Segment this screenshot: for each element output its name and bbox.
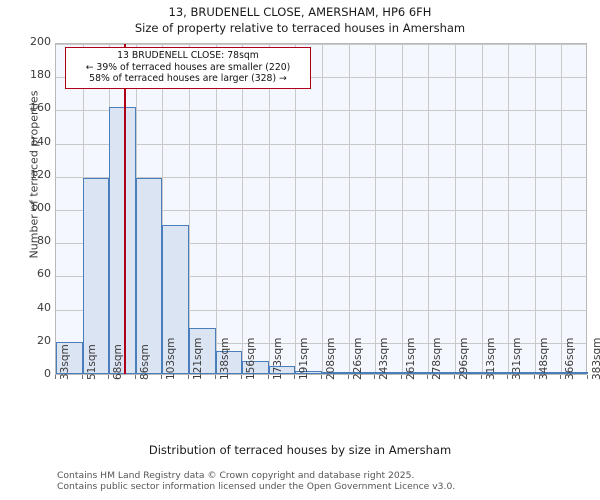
x-tick-label: 313sqm	[484, 337, 497, 380]
y-tick-label: 160	[30, 101, 51, 115]
chart-subtitle: Size of property relative to terraced ho…	[134, 21, 466, 35]
x-tick-label: 68sqm	[112, 344, 125, 380]
x-tick-label: 296sqm	[458, 337, 470, 380]
x-tick-label: 331sqm	[511, 337, 524, 380]
histogram-bar	[428, 372, 455, 374]
y-tick-label: 120	[30, 167, 51, 181]
x-tick-mark	[454, 375, 455, 379]
x-tick-label: 33sqm	[59, 344, 71, 380]
x-tick-label: 366sqm	[564, 337, 577, 380]
x-tick-mark	[533, 375, 535, 379]
y-tick-label: 40	[37, 300, 51, 314]
x-tick-mark	[427, 375, 429, 379]
x-tick-label: 103sqm	[165, 337, 178, 380]
x-tick-mark	[480, 375, 482, 379]
property-marker-line	[124, 44, 127, 374]
plot-area	[55, 43, 588, 375]
histogram-bar	[534, 372, 562, 374]
histogram-bar	[322, 372, 349, 374]
histogram-bar	[189, 327, 216, 374]
x-tick-mark	[507, 375, 509, 379]
histogram-bar	[561, 372, 588, 374]
histogram-bar	[268, 365, 296, 374]
x-tick-label: 261sqm	[404, 337, 417, 380]
x-tick-label: 278sqm	[431, 337, 444, 380]
page-title: 13, BRUDENELL CLOSE, AMERSHAM, HP6 6FH	[168, 5, 432, 19]
histogram-bar	[162, 224, 189, 374]
y-axis-tick-labels: 0 20 40 60 80 100 120 140 160 180 200	[0, 0, 51, 500]
footer-line-2: Contains public sector information licen…	[57, 481, 456, 492]
histogram-bars	[56, 44, 588, 374]
histogram-bar	[242, 360, 269, 374]
x-tick-mark	[134, 375, 136, 379]
x-tick-mark	[108, 375, 110, 379]
annotation-line-2: ← 39% of terraced houses are smaller (22…	[85, 61, 291, 73]
x-axis-label: Distribution of terraced houses by size …	[148, 443, 452, 457]
y-tick-label: 200	[30, 35, 51, 48]
x-tick-mark	[241, 375, 243, 379]
x-tick-label: 156sqm	[245, 337, 258, 380]
x-tick-label: 383sqm	[591, 337, 600, 380]
x-tick-mark	[374, 375, 376, 379]
y-tick-label: 100	[30, 201, 51, 214]
histogram-bar	[109, 106, 136, 374]
x-tick-label: 138sqm	[218, 337, 231, 380]
annotation-line-3: 58% of terraced houses are larger (328) …	[89, 73, 287, 84]
x-tick-label: 348sqm	[537, 337, 550, 380]
histogram-bar	[56, 342, 83, 374]
histogram-bar	[375, 372, 402, 374]
annotation-line-1: 13 BRUDENELL CLOSE: 78sqm	[117, 50, 259, 61]
chart-title-block: 13, BRUDENELL CLOSE, AMERSHAM, HP6 6FH S…	[0, 4, 600, 36]
x-tick-mark	[81, 375, 83, 379]
y-tick-label: 140	[30, 134, 51, 148]
footer-line-1: Contains HM Land Registry data © Crown c…	[57, 470, 415, 481]
x-tick-label: 226sqm	[351, 337, 364, 380]
x-tick-label: 51sqm	[85, 344, 98, 380]
x-tick-label: 121sqm	[192, 337, 204, 380]
histogram-bar	[455, 372, 482, 374]
histogram-bar	[82, 178, 110, 374]
histogram-bar	[135, 178, 163, 374]
y-tick-label: 80	[37, 234, 51, 248]
y-tick-label: 0	[44, 367, 51, 380]
x-tick-mark	[321, 375, 322, 379]
x-tick-label: 208sqm	[325, 337, 337, 380]
y-tick-label: 60	[37, 267, 51, 281]
histogram-bar	[508, 372, 535, 374]
x-tick-mark	[267, 375, 269, 379]
histogram-bar	[295, 370, 322, 374]
property-annotation-box: 13 BRUDENELL CLOSE: 78sqm ← 39% of terra…	[65, 47, 311, 89]
y-tick-label: 180	[30, 68, 51, 82]
histogram-bar	[401, 372, 429, 374]
x-tick-mark	[55, 375, 56, 379]
footer-attribution: Contains HM Land Registry data © Crown c…	[57, 470, 577, 492]
x-tick-mark	[400, 375, 402, 379]
x-tick-mark	[347, 375, 349, 379]
x-tick-mark	[560, 375, 562, 379]
x-tick-mark	[214, 375, 216, 379]
x-tick-mark	[294, 375, 296, 379]
histogram-bar	[348, 372, 376, 374]
x-tick-label: 173sqm	[271, 337, 284, 380]
y-tick-label: 20	[37, 333, 51, 347]
x-tick-mark	[161, 375, 163, 379]
x-tick-mark	[188, 375, 189, 379]
histogram-bar	[215, 350, 243, 374]
x-tick-label: 86sqm	[138, 344, 151, 380]
x-tick-label: 243sqm	[378, 337, 391, 380]
x-tick-mark	[587, 375, 588, 379]
x-tick-label: 191sqm	[298, 337, 311, 380]
histogram-bar	[481, 372, 509, 374]
